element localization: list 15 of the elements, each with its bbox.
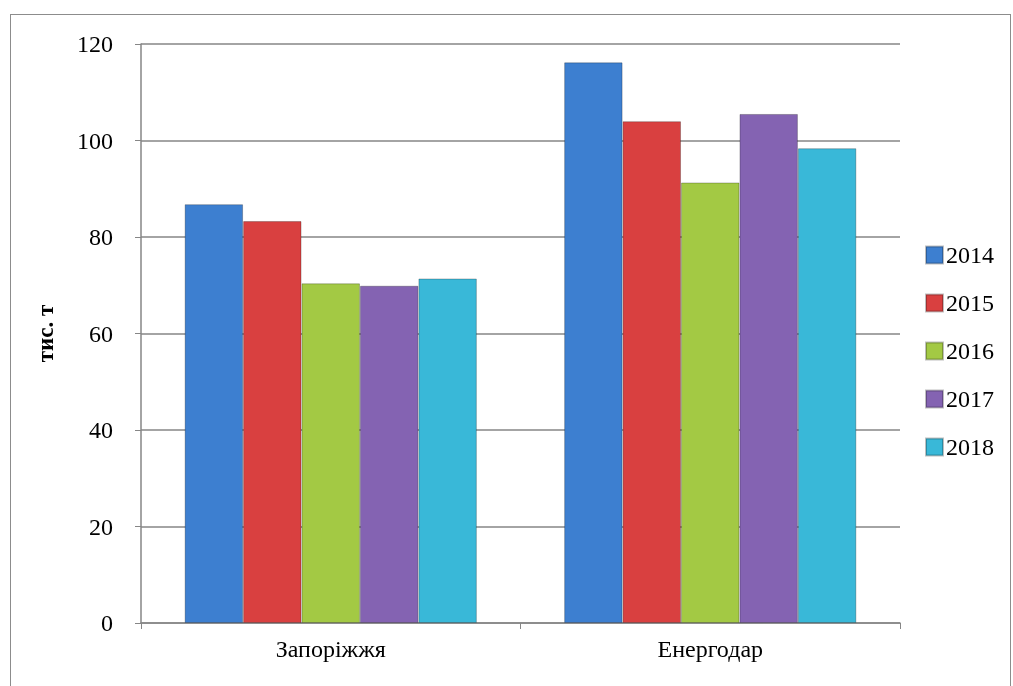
- x-tick-label: Запоріжжя: [275, 636, 386, 662]
- legend-label: 2017: [946, 386, 994, 412]
- y-tick-label: 40: [89, 417, 113, 443]
- y-tick-label: 0: [101, 610, 113, 636]
- y-axis-title: тис. т: [33, 304, 58, 363]
- x-tick-label: Енергодар: [657, 636, 764, 662]
- legend-label: 2016: [946, 338, 994, 364]
- legend-label: 2015: [946, 290, 994, 316]
- legend-label: 2014: [946, 242, 994, 268]
- y-tick-label: 80: [89, 224, 113, 250]
- y-tick-label: 100: [77, 127, 113, 154]
- y-tick-label: 20: [89, 513, 113, 540]
- y-tick-label: 120: [77, 31, 113, 57]
- legend-label: 2018: [946, 434, 994, 460]
- y-tick-label: 60: [89, 320, 113, 347]
